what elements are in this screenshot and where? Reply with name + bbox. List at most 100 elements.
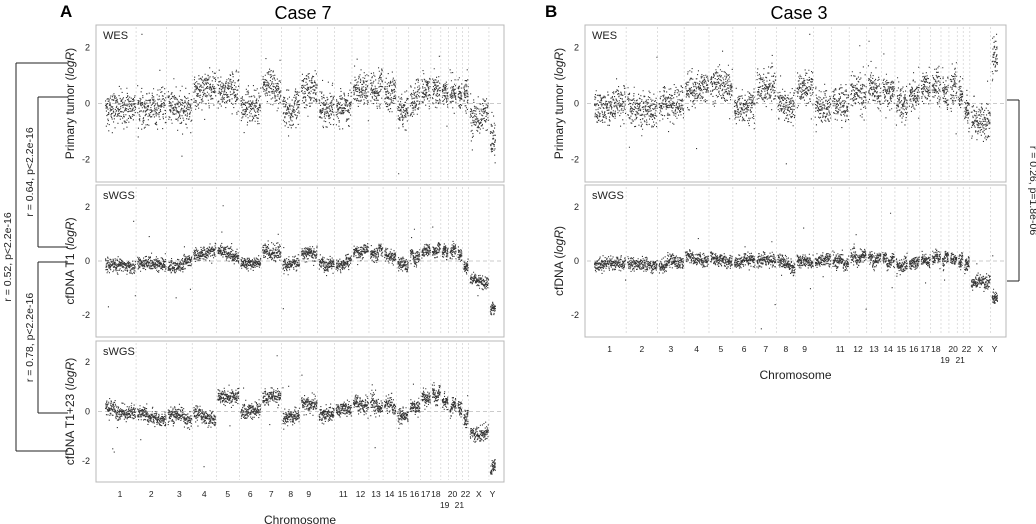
method-label: WES — [592, 30, 617, 42]
x-tick-label: 7 — [763, 344, 768, 354]
x-tick-label: 14 — [883, 344, 893, 354]
x-tick-label: 20 — [448, 489, 458, 499]
ylabel-unit: logR — [552, 230, 566, 255]
y-axis-label: cfDNA T1+23 (logR) — [63, 358, 77, 466]
ylabel-open: ( — [63, 246, 77, 253]
x-tick-label: 5 — [225, 489, 230, 499]
x-tick-label: Y — [490, 489, 496, 499]
x-tick-label: 18 — [431, 489, 441, 499]
x-tick-label: 16 — [909, 344, 919, 354]
logr-points-1-0 — [594, 33, 998, 165]
x-tick-label: 12 — [356, 489, 366, 499]
y-tick-label: 2 — [574, 43, 579, 53]
x-tick-label: 17 — [421, 489, 431, 499]
x-tick-label: 3 — [669, 344, 674, 354]
ylabel-main: cfDNA T1 — [63, 253, 77, 304]
y-tick-label: 0 — [85, 407, 90, 417]
x-tick-label: 22 — [461, 489, 471, 499]
y-tick-label: -2 — [82, 456, 90, 466]
y-axis-label: cfDNA T1 (logR) — [63, 217, 77, 304]
y-tick-label: -2 — [571, 310, 579, 320]
ylabel-open: ( — [552, 77, 566, 84]
panel-letter-a: A — [60, 2, 72, 21]
x-tick-label: 22 — [962, 344, 972, 354]
y-axis-label: Primary tumor (logR) — [63, 48, 77, 159]
ylabel-close: ) — [63, 217, 77, 221]
x-axis-title: Chromosome — [759, 368, 831, 382]
x-tick-label: 11 — [836, 344, 845, 354]
y-tick-label: -2 — [82, 154, 90, 164]
x-tick-label: 11 — [339, 489, 348, 499]
x-tick-label: 13 — [869, 344, 879, 354]
x-tick-label-row2: 21 — [455, 500, 465, 510]
x-tick-label: 12 — [853, 344, 863, 354]
y-tick-label: -2 — [82, 310, 90, 320]
y-axis-label: cfDNA (logR) — [552, 226, 566, 296]
ylabel-unit: logR — [63, 361, 77, 386]
x-tick-label: 13 — [371, 489, 381, 499]
x-tick-label: X — [977, 344, 983, 354]
x-tick-label-row2: 21 — [955, 355, 965, 365]
x-tick-label: 18 — [931, 344, 941, 354]
ylabel-open: ( — [63, 386, 77, 393]
case-title-a: Case 7 — [274, 3, 331, 23]
y-axis-label: Primary tumor (logR) — [552, 48, 566, 159]
x-tick-label: 6 — [742, 344, 747, 354]
x-tick-label: 16 — [410, 489, 420, 499]
ylabel-close: ) — [63, 48, 77, 52]
x-tick-label-row2: 19 — [940, 355, 950, 365]
x-tick-label: 4 — [694, 344, 699, 354]
y-tick-label: 2 — [85, 43, 90, 53]
x-tick-label-row2: 19 — [440, 500, 450, 510]
ylabel-unit: logR — [63, 221, 77, 246]
x-tick-label: 4 — [202, 489, 207, 499]
x-tick-label: 15 — [398, 489, 408, 499]
x-tick-label: 20 — [948, 344, 958, 354]
y-tick-label: 2 — [574, 202, 579, 212]
x-tick-label: 8 — [288, 489, 293, 499]
x-tick-label: 2 — [149, 489, 154, 499]
ylabel-main: cfDNA T1+23 — [63, 393, 77, 465]
method-label: sWGS — [103, 346, 135, 358]
panel-letter-b: B — [545, 2, 557, 21]
x-axis-title: Chromosome — [264, 513, 336, 524]
correlation-label: r = 0.64, p<2.2e-16 — [24, 127, 36, 216]
correlation-label: r = 0.78, p<2.2e-16 — [24, 293, 36, 382]
x-tick-label: 6 — [248, 489, 253, 499]
x-tick-label: 1 — [607, 344, 612, 354]
ylabel-main: cfDNA — [552, 261, 566, 296]
x-tick-label: 8 — [784, 344, 789, 354]
x-tick-label: 5 — [719, 344, 724, 354]
y-tick-label: 2 — [85, 357, 90, 367]
method-label: sWGS — [103, 190, 135, 202]
x-tick-label: Y — [992, 344, 998, 354]
method-label: sWGS — [592, 190, 624, 202]
correlation-label: r = 0.52, p<2.2e-16 — [2, 212, 14, 301]
ylabel-open: ( — [63, 77, 77, 84]
x-tick-label: 17 — [921, 344, 931, 354]
correlation-label: r = 0.26, p=1.8e-06 — [1027, 146, 1036, 235]
ylabel-unit: logR — [552, 51, 566, 76]
x-tick-label: 9 — [306, 489, 311, 499]
logr-points-0-2 — [105, 355, 496, 475]
y-tick-label: 0 — [574, 99, 579, 109]
y-tick-label: 0 — [85, 99, 90, 109]
y-tick-label: 0 — [85, 256, 90, 266]
case-title-b: Case 3 — [770, 3, 827, 23]
ylabel-unit: logR — [63, 51, 77, 76]
y-tick-label: -2 — [571, 154, 579, 164]
ylabel-close: ) — [552, 226, 566, 230]
ylabel-open: ( — [552, 255, 566, 262]
ylabel-main: Primary tumor — [552, 84, 566, 159]
ylabel-close: ) — [63, 358, 77, 362]
x-tick-label: 1 — [118, 489, 123, 499]
x-tick-label: 14 — [385, 489, 395, 499]
y-tick-label: 0 — [574, 256, 579, 266]
ylabel-main: Primary tumor — [63, 84, 77, 159]
x-tick-label: X — [476, 489, 482, 499]
method-label: WES — [103, 30, 128, 42]
x-tick-label: 2 — [640, 344, 645, 354]
x-tick-label: 9 — [802, 344, 807, 354]
